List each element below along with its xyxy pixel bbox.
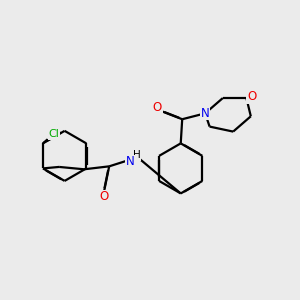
Text: N: N bbox=[201, 107, 210, 120]
Text: N: N bbox=[125, 155, 134, 168]
Text: Cl: Cl bbox=[49, 129, 60, 139]
Text: O: O bbox=[153, 101, 162, 114]
Text: O: O bbox=[247, 90, 256, 103]
Text: H: H bbox=[133, 150, 141, 160]
Text: O: O bbox=[99, 190, 109, 203]
